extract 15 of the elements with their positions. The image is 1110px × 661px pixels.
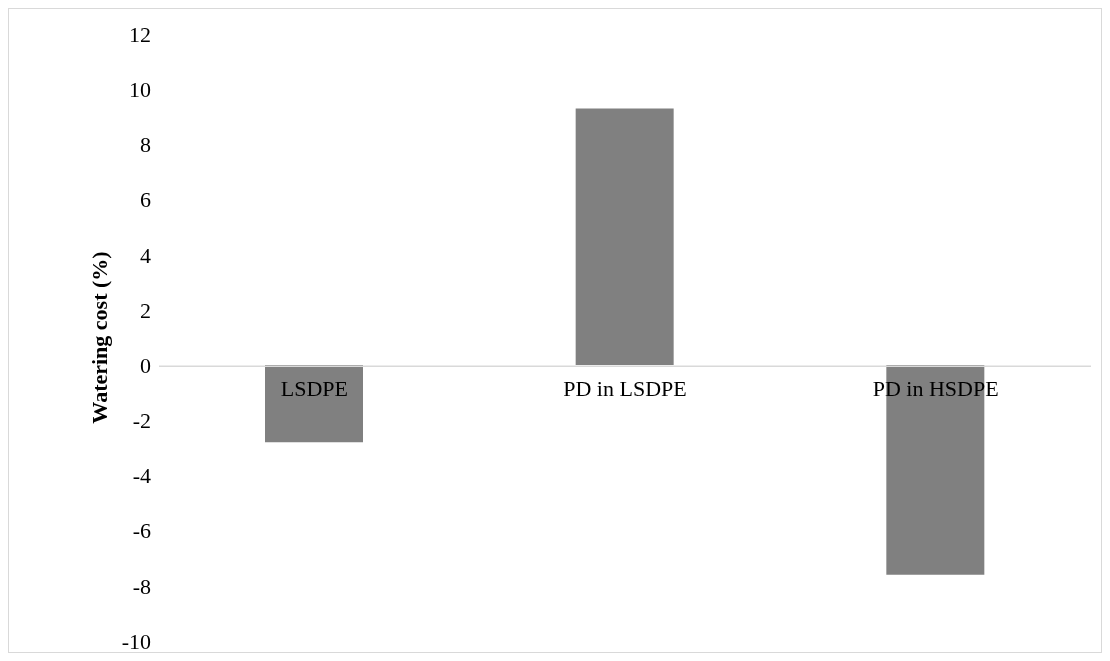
y-tick-label: 12 bbox=[129, 21, 151, 47]
y-tick-label: 2 bbox=[140, 297, 151, 323]
x-tick-label: LSDPE bbox=[280, 376, 348, 402]
y-tick-label: 0 bbox=[140, 352, 151, 378]
x-tick-label: PD in LSDPE bbox=[563, 376, 687, 402]
y-tick-label: -4 bbox=[132, 463, 151, 489]
y-tick-label: -8 bbox=[132, 573, 151, 599]
y-tick-label: -2 bbox=[132, 408, 151, 434]
y-tick-label: 10 bbox=[129, 76, 151, 102]
y-tick-label: 6 bbox=[140, 187, 151, 213]
y-tick-label: 4 bbox=[140, 242, 151, 268]
y-tick-label: 8 bbox=[140, 132, 151, 158]
y-axis-title: Watering cost (%) bbox=[86, 251, 112, 424]
y-tick-label: -10 bbox=[121, 628, 151, 654]
y-tick-label: -6 bbox=[132, 518, 151, 544]
